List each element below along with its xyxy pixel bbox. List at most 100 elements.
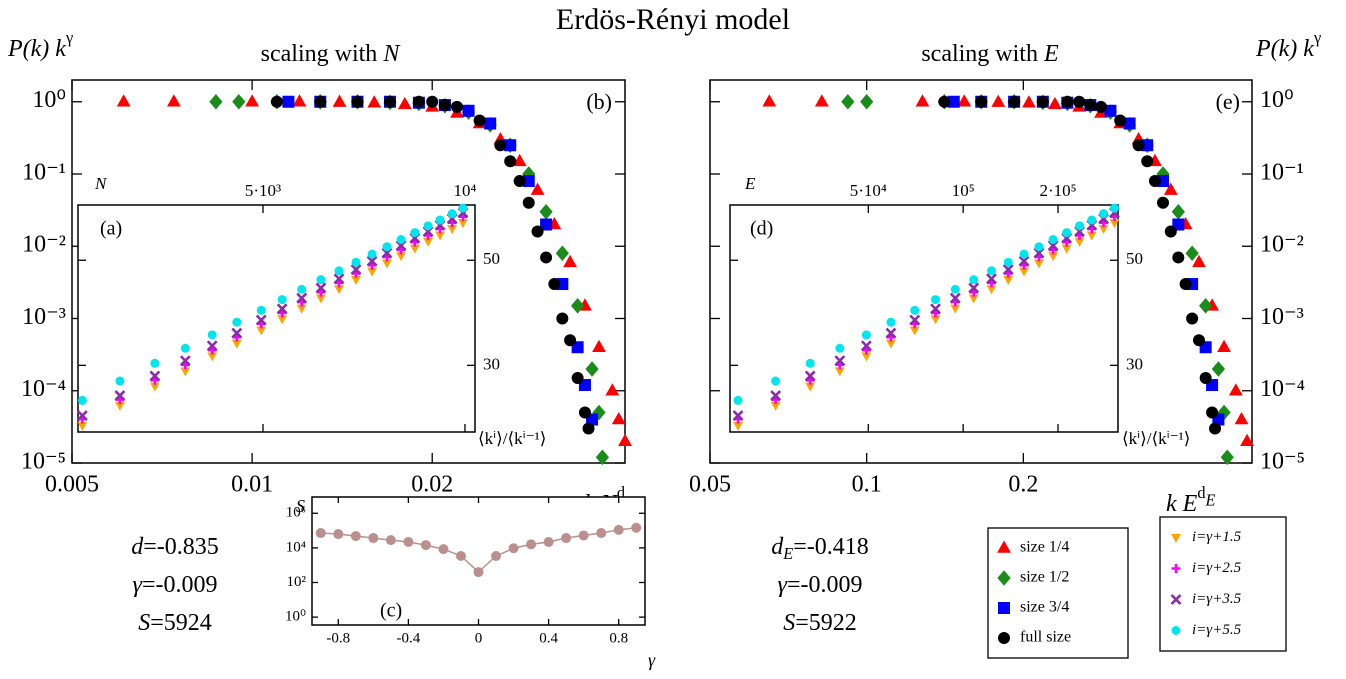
data-point [1192,334,1205,347]
data-point [530,182,545,195]
panel-label: (a) [100,218,122,240]
y-tick-label: 10⁰ [32,87,66,113]
data-point [315,528,326,539]
panel-title-part: scaling with [261,41,384,67]
legend-label: i=γ+5.5 [1192,622,1242,638]
data-point [180,367,191,377]
data-point [277,315,288,325]
x-tick-label: 0.4 [539,631,558,647]
y-axis-label-part: P(k) k [7,36,66,62]
data-point [381,259,392,269]
data-point [563,254,577,268]
data-point [805,382,816,392]
x-tick-label: 5·10⁴ [850,181,887,200]
y-tick-label: 10⁶ [286,505,306,521]
data-point [180,343,190,353]
data-point [631,522,642,533]
legend-marker [998,602,1010,614]
legend [1159,516,1287,652]
data-point [910,305,920,315]
data-point [1099,209,1109,219]
plot-frame [77,204,476,433]
x-axis-label: γ [648,650,656,670]
data-point [351,257,361,267]
y-axis-label: P(k) kγ [1255,28,1321,62]
data-point [297,284,307,294]
data-point [834,355,846,367]
data-point [77,395,87,405]
x-tick-label: 0.8 [609,631,628,647]
data-point [1132,139,1145,152]
y-tick-label: 10⁻⁴ [1260,376,1305,402]
data-point [986,285,997,295]
data-point [561,533,572,544]
data-point [491,550,502,561]
data-point [116,94,131,107]
y-axis-label: ⟨kⁱ⟩/⟨kⁱ⁻¹⟩ [478,429,546,448]
data-point [571,341,584,354]
annotation: d=-0.835 [131,534,219,560]
data-point [1061,95,1074,108]
data-point [512,153,527,167]
data-point [484,117,497,130]
data-point [909,314,921,326]
annotation-part: S [783,610,795,636]
data-point [526,539,537,550]
data-point [957,94,972,107]
data-point [447,225,458,235]
data-point [209,93,223,110]
data-point [1086,231,1097,241]
data-point [543,536,554,547]
data-point [930,315,941,325]
x-axis-label-part: d [1197,483,1205,502]
legend [987,527,1129,659]
data-point [256,305,266,315]
data-point [513,175,526,188]
x-tick-label: 10⁵ [952,181,975,200]
data-point [409,244,420,254]
data-point [771,376,781,386]
x-tick-label: 0.02 [411,471,453,497]
data-point [383,95,396,108]
plot-frame [311,496,646,626]
data-point [334,285,344,295]
annotation-part: =-0.418 [793,534,869,560]
data-point [494,139,507,152]
data-point [770,390,782,402]
data-point [1087,215,1097,225]
data-point [835,343,845,353]
data-point [350,531,361,542]
data-point [975,95,988,108]
data-point [1075,221,1085,231]
data-point [611,412,626,425]
data-point [423,237,434,247]
data-point [296,292,308,304]
data-point [207,352,218,362]
data-point [423,221,433,231]
data-point [1034,242,1044,252]
data-point [435,215,445,225]
legend-label: size 3/4 [1020,599,1069,616]
x-tick-label: -0.8 [326,631,350,647]
data-point [149,382,160,392]
data-point [1240,433,1254,447]
data-point [1074,237,1085,247]
data-point [986,273,997,285]
data-point [314,95,327,108]
data-point [166,94,181,107]
annotation-part: =5922 [795,610,857,636]
data-point [585,361,599,377]
data-point [179,355,191,367]
data-point [886,339,896,349]
y-tick-label: 10⁻⁴ [21,376,66,402]
data-point [396,235,406,245]
data-point [1048,96,1062,110]
panel-title-part: N [382,41,401,67]
data-point [968,294,979,304]
data-point [841,93,855,110]
data-point [1199,297,1213,314]
y-tick-label: 50 [1126,249,1143,268]
data-point [1048,235,1058,245]
data-point [368,533,379,544]
